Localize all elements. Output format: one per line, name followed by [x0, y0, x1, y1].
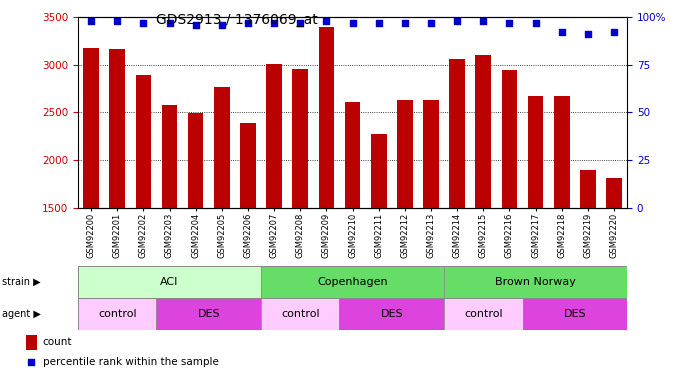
Text: agent ▶: agent ▶ — [2, 309, 41, 319]
Text: strain ▶: strain ▶ — [2, 277, 41, 287]
Bar — [240, 123, 256, 208]
Bar — [157, 298, 261, 330]
Bar — [523, 298, 627, 330]
Text: Copenhagen: Copenhagen — [317, 277, 388, 287]
Text: control: control — [464, 309, 502, 319]
Bar — [554, 96, 570, 208]
Point — [609, 29, 620, 35]
Text: control: control — [98, 309, 136, 319]
Bar — [580, 170, 596, 208]
Point — [268, 20, 279, 26]
Point — [295, 20, 306, 26]
Bar — [606, 178, 622, 208]
Bar — [444, 266, 627, 298]
Text: DES: DES — [563, 309, 586, 319]
Bar — [26, 335, 37, 350]
Text: count: count — [43, 338, 73, 347]
Bar — [83, 48, 99, 208]
Bar — [266, 64, 282, 208]
Point — [321, 18, 332, 24]
Bar — [527, 96, 544, 208]
Point — [112, 18, 123, 24]
Bar — [78, 298, 157, 330]
Bar — [319, 27, 334, 208]
Point — [243, 20, 254, 26]
Point — [582, 31, 593, 37]
Point — [85, 18, 96, 24]
Text: control: control — [281, 309, 319, 319]
Bar — [444, 298, 523, 330]
Bar — [261, 298, 340, 330]
Text: DES: DES — [380, 309, 403, 319]
Point — [504, 20, 515, 26]
Point — [164, 20, 175, 26]
Bar — [214, 87, 230, 208]
Bar — [261, 266, 444, 298]
Bar — [292, 69, 308, 208]
Bar — [161, 105, 178, 208]
Point — [426, 20, 437, 26]
Text: DES: DES — [197, 309, 220, 319]
Point — [347, 20, 358, 26]
Point — [191, 21, 201, 27]
Point — [399, 20, 410, 26]
Bar — [450, 59, 465, 208]
Bar — [371, 135, 386, 208]
Bar — [340, 298, 444, 330]
Bar — [344, 102, 361, 208]
Bar — [136, 75, 151, 208]
Point — [452, 18, 462, 24]
Text: GDS2913 / 1376069_at: GDS2913 / 1376069_at — [157, 13, 318, 27]
Point — [557, 29, 567, 35]
Point — [216, 21, 227, 27]
Point — [138, 20, 148, 26]
Point — [26, 359, 37, 365]
Bar — [475, 55, 491, 208]
Point — [478, 18, 489, 24]
Text: percentile rank within the sample: percentile rank within the sample — [43, 357, 218, 367]
Bar — [502, 70, 517, 208]
Point — [530, 20, 541, 26]
Bar — [109, 50, 125, 208]
Bar — [397, 100, 413, 208]
Text: ACI: ACI — [160, 277, 179, 287]
Point — [374, 20, 384, 26]
Text: Brown Norway: Brown Norway — [495, 277, 576, 287]
Bar — [188, 114, 203, 208]
Bar — [78, 266, 261, 298]
Bar — [423, 100, 439, 208]
